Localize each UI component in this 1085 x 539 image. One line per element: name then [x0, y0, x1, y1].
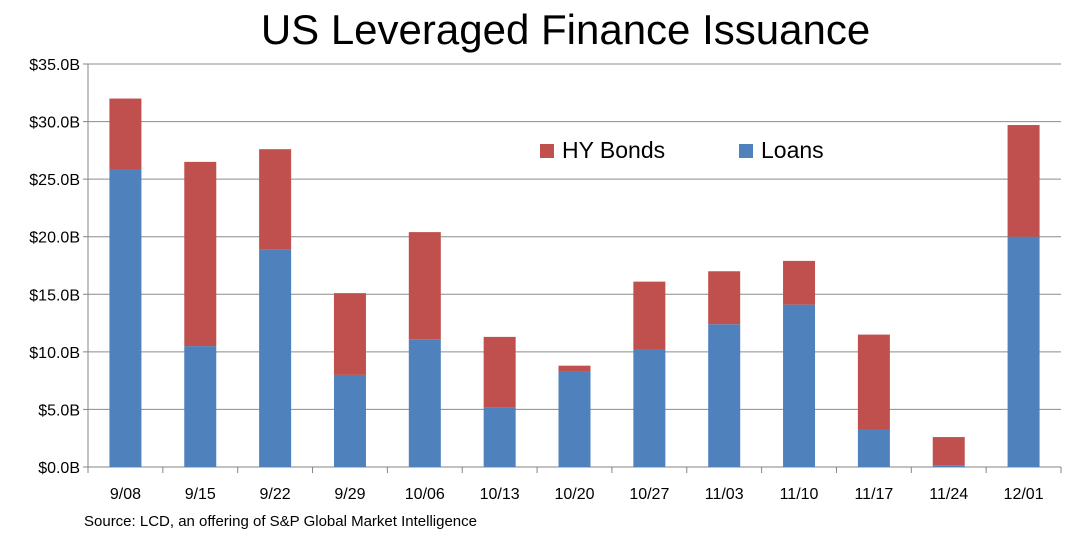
y-tick-label: $25.0B	[29, 172, 80, 189]
y-tick-label: $5.0B	[38, 402, 80, 419]
bar-loans	[109, 169, 142, 467]
bar-hy-bonds	[783, 260, 816, 305]
legend-label: Loans	[761, 137, 824, 163]
bar-loans	[932, 465, 965, 467]
legend-swatch	[739, 144, 753, 158]
bars	[109, 98, 1040, 467]
x-tick-label: 9/15	[185, 486, 216, 503]
chart-title: US Leveraged Finance Issuance	[260, 6, 871, 53]
bar-loans	[483, 407, 516, 467]
bar-loans	[558, 371, 591, 467]
bar-hy-bonds	[333, 293, 366, 375]
x-tick-label: 10/13	[480, 486, 520, 503]
axes: $0.0B $5.0B $10.0B $15.0B $20.0B $25.0B $30.0B…	[29, 57, 1062, 503]
y-tick-label: $15.0B	[29, 287, 80, 304]
y-tick-label: $0.0B	[38, 460, 80, 477]
x-tick-label: 9/29	[334, 486, 365, 503]
y-tick-label: $35.0B	[29, 57, 80, 74]
x-tick-label: 9/08	[110, 486, 141, 503]
bar-hy-bonds	[184, 161, 217, 347]
bar-hy-bonds	[483, 336, 516, 408]
bar-hy-bonds	[932, 437, 965, 466]
x-tick-label: 10/06	[405, 486, 445, 503]
y-tick-label: $10.0B	[29, 345, 80, 362]
bar-hy-bonds	[1007, 125, 1040, 237]
bar-hy-bonds	[558, 365, 591, 372]
bar-loans	[1007, 236, 1040, 467]
bar-loans	[259, 249, 292, 467]
x-tick-label: 12/01	[1004, 486, 1044, 503]
x-tick-label: 10/27	[629, 486, 669, 503]
bar-loans	[408, 339, 441, 467]
gridlines	[88, 63, 1061, 410]
bar-hy-bonds	[708, 271, 741, 325]
bar-loans	[708, 324, 741, 467]
bar-hy-bonds	[408, 232, 441, 340]
bar-loans	[783, 304, 816, 467]
bar-hy-bonds	[633, 281, 666, 350]
bar-loans	[633, 349, 666, 467]
bar-hy-bonds	[109, 98, 142, 170]
legend-label: HY Bonds	[562, 137, 665, 163]
x-tick-label: 11/24	[929, 486, 968, 503]
bar-hy-bonds	[857, 334, 890, 430]
y-tick-label: $20.0B	[29, 230, 80, 247]
bar-loans	[184, 346, 217, 467]
x-tick-label: 11/17	[854, 486, 893, 503]
x-tick-label: 11/10	[780, 486, 819, 503]
y-tick-label: $30.0B	[29, 115, 80, 132]
x-tick-label: 11/03	[705, 486, 744, 503]
x-tick-label: 10/20	[554, 486, 594, 503]
bar-loans	[857, 429, 890, 467]
legend-swatch	[540, 144, 554, 158]
source-note: Source: LCD, an offering of S&P Global M…	[84, 513, 477, 530]
legend: HY Bonds Loans	[540, 137, 824, 163]
bar-hy-bonds	[259, 149, 292, 250]
x-tick-label: 9/22	[260, 486, 291, 503]
bar-loans	[333, 374, 366, 467]
